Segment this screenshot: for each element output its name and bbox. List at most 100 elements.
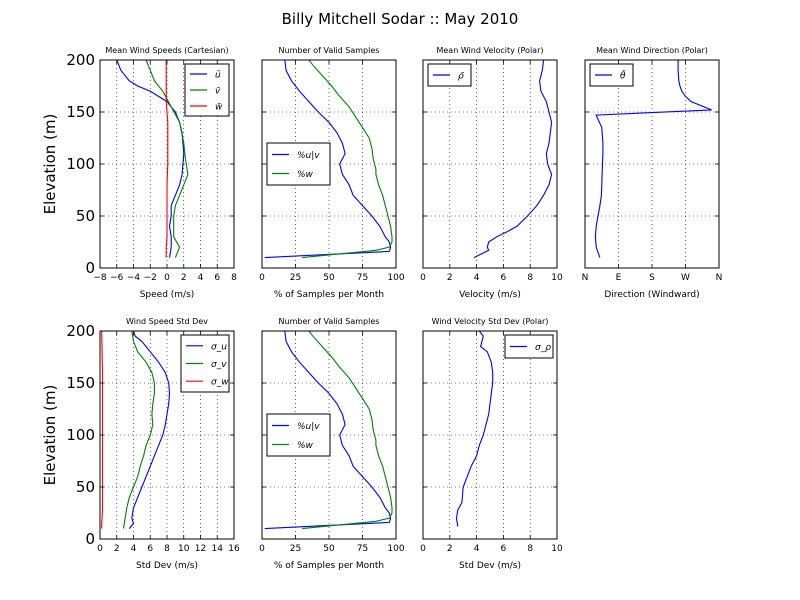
series-line bbox=[128, 330, 171, 529]
x-tick-label: 2 bbox=[114, 544, 120, 554]
series-line bbox=[264, 59, 392, 259]
x-axis-label: Velocity (m/s) bbox=[459, 290, 521, 300]
legend: ū v̄ w̄ bbox=[184, 63, 230, 117]
x-tick-label: 4 bbox=[474, 544, 480, 554]
x-tick-label: 10 bbox=[178, 544, 190, 554]
x-tick-label: 10 bbox=[551, 273, 563, 283]
x-tick-label: 50 bbox=[323, 273, 335, 283]
y-tick-label: 100 bbox=[66, 155, 95, 173]
x-tick-label: 0 bbox=[259, 273, 265, 283]
x-tick-label: 6 bbox=[501, 273, 507, 283]
legend-box bbox=[504, 334, 554, 359]
subplot-4: Mean Wind Direction (Polar) N E S W N Directio… bbox=[582, 46, 723, 300]
x-tick-label: 100 bbox=[387, 273, 404, 283]
x-axis-label: % of Samples per Month bbox=[274, 290, 384, 300]
x-tick-label: 8 bbox=[527, 273, 533, 283]
subplot-7: Wind Velocity Std Dev (Polar) 0 2 4 6 8 10 Std … bbox=[420, 317, 563, 571]
x-tick-label: N bbox=[716, 273, 723, 283]
legend: θ̄ bbox=[589, 63, 634, 87]
x-tick-label: 8 bbox=[527, 544, 533, 554]
series-line bbox=[264, 330, 392, 530]
x-tick-label: 8 bbox=[164, 544, 170, 554]
x-tick-label: N bbox=[582, 273, 589, 283]
x-tick-label: 100 bbox=[387, 544, 404, 554]
y-axis-label: Elevation (m) bbox=[41, 385, 59, 486]
subplot-title: Number of Valid Samples bbox=[279, 46, 380, 55]
x-axis-label: Std Dev (m/s) bbox=[136, 561, 198, 571]
x-tick-label: 14 bbox=[212, 544, 224, 554]
x-tick-label: 16 bbox=[228, 544, 240, 554]
legend-box bbox=[266, 142, 331, 186]
x-tick-label: 25 bbox=[290, 273, 301, 283]
x-tick-label: 0 bbox=[420, 273, 426, 283]
legend-label: σ_ρ bbox=[535, 343, 551, 353]
x-tick-label: 2 bbox=[181, 273, 187, 283]
x-tick-label: 75 bbox=[357, 273, 368, 283]
subplot-title: Mean Wind Direction (Polar) bbox=[596, 46, 708, 55]
x-tick-label: 25 bbox=[290, 544, 301, 554]
subplot-6: Number of Valid Samples 0 25 50 75 100% of Sa… bbox=[259, 317, 405, 571]
x-tick-label: E bbox=[616, 273, 622, 283]
legend: ρ̄ bbox=[427, 63, 472, 87]
series-line bbox=[122, 330, 155, 529]
figure-title: Billy Mitchell Sodar :: May 2010 bbox=[282, 10, 519, 28]
x-tick-label: 50 bbox=[323, 544, 335, 554]
y-tick-label: 100 bbox=[66, 426, 95, 444]
legend-label: %u|v bbox=[297, 151, 320, 161]
legend: %u|v %w bbox=[266, 413, 331, 457]
y-tick-label: 50 bbox=[76, 207, 95, 225]
legend-label: θ̄ bbox=[620, 70, 626, 82]
subplot-1: Mean Wind Speeds (Cartesian) −8 −6 −4 −2 0 2 4 6… bbox=[41, 46, 237, 300]
y-axis-label: Elevation (m) bbox=[41, 114, 59, 215]
subplot-title: Wind Velocity Std Dev (Polar) bbox=[432, 317, 549, 326]
legend-label: %w bbox=[297, 441, 314, 451]
subplot-title: Wind Speed Std Dev bbox=[126, 317, 208, 326]
y-tick-label: 200 bbox=[66, 322, 95, 340]
subplot-5: Wind Speed Std Dev 0 2 4 6 8 10 12 14 16 0 50 100 150… bbox=[41, 317, 240, 571]
series-line bbox=[145, 59, 189, 258]
subplot-2: Number of Valid Samples 0 25 50 75 100% of Sa… bbox=[259, 46, 405, 300]
x-tick-label: W bbox=[681, 273, 690, 283]
x-tick-label: S bbox=[649, 273, 655, 283]
subplot-title: Mean Wind Velocity (Polar) bbox=[436, 46, 543, 55]
x-tick-label: −2 bbox=[144, 273, 157, 283]
x-tick-label: 4 bbox=[131, 544, 137, 554]
legend: σ_u σ_v σ_w bbox=[180, 334, 230, 393]
y-tick-label: 0 bbox=[85, 259, 95, 277]
x-tick-label: 2 bbox=[447, 273, 453, 283]
x-tick-label: 4 bbox=[198, 273, 204, 283]
x-tick-label: 6 bbox=[147, 544, 153, 554]
subplot-title: Mean Wind Speeds (Cartesian) bbox=[105, 46, 228, 55]
subplot-title: Number of Valid Samples bbox=[279, 317, 380, 326]
x-tick-label: −6 bbox=[110, 273, 124, 283]
y-tick-label: 150 bbox=[66, 374, 95, 392]
legend-label: %w bbox=[297, 170, 314, 180]
x-tick-label: 12 bbox=[195, 544, 206, 554]
legend-label: v̄ bbox=[215, 87, 221, 97]
legend-label: σ_v bbox=[211, 360, 227, 370]
series-line bbox=[594, 60, 712, 258]
y-tick-label: 150 bbox=[66, 103, 95, 121]
series-line bbox=[455, 330, 494, 527]
legend-label: σ_u bbox=[211, 342, 227, 352]
series-line bbox=[116, 59, 185, 258]
x-tick-label: 10 bbox=[551, 544, 563, 554]
x-axis-label: Speed (m/s) bbox=[140, 290, 195, 300]
x-tick-label: 8 bbox=[231, 273, 237, 283]
x-tick-label: 0 bbox=[420, 544, 426, 554]
y-tick-label: 50 bbox=[76, 478, 95, 496]
series-line bbox=[302, 59, 393, 259]
x-tick-label: 0 bbox=[97, 544, 103, 554]
x-tick-label: 6 bbox=[501, 544, 507, 554]
legend: %u|v %w bbox=[266, 142, 331, 186]
x-axis-label: Direction (Windward) bbox=[604, 290, 699, 300]
x-tick-label: 2 bbox=[447, 544, 453, 554]
legend-label: %u|v bbox=[297, 422, 320, 432]
x-axis-label: % of Samples per Month bbox=[274, 561, 384, 571]
y-tick-label: 200 bbox=[66, 51, 95, 69]
x-tick-label: 6 bbox=[214, 273, 220, 283]
legend-label: ρ̄ bbox=[458, 72, 465, 82]
series-line bbox=[165, 60, 169, 258]
